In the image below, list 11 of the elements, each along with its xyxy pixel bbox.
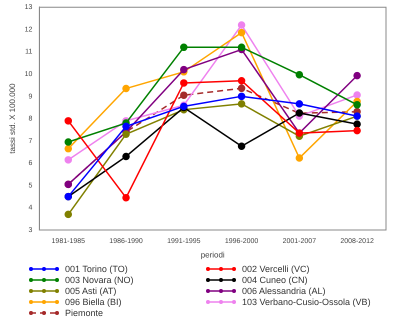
legend-label: 001 Torino (TO) (65, 264, 128, 274)
legend-label: 005 Asti (AT) (65, 286, 116, 296)
legend-label: 006 Alessandria (AL) (242, 286, 326, 296)
legend-label: 004 Cuneo (CN) (242, 275, 308, 285)
legend-label: 002 Vercelli (VC) (242, 264, 310, 274)
legend-label: Piemonte (65, 308, 104, 318)
x-axis-title: periodi (200, 250, 225, 260)
legend-label: 103 Verbano-Cusio-Ossola (VB) (242, 297, 371, 307)
legend-label: 096 Biella (BI) (65, 297, 122, 307)
y-axis-title: tassi std. X 100.000 (8, 82, 18, 154)
legend-label: 003 Novara (NO) (65, 275, 134, 285)
